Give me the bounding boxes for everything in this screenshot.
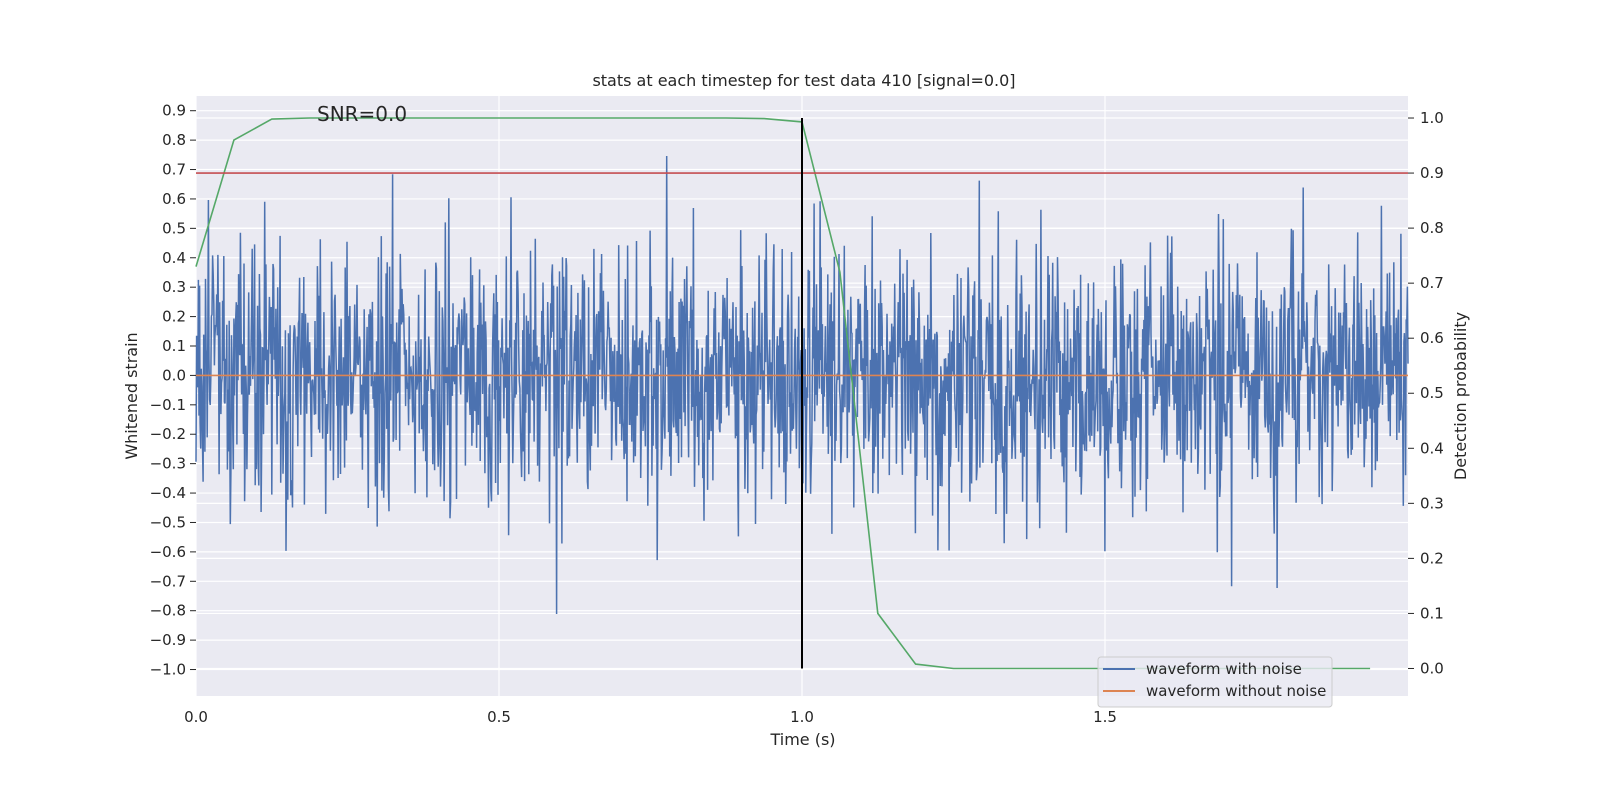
y2-tick-label: 0.2 [1420,549,1444,567]
y-tick-label: 0.7 [162,161,186,179]
legend: waveform with noise waveform without noi… [1097,656,1333,708]
x-tick-label: 1.5 [1093,708,1117,726]
y-tick-label: 0.1 [162,337,186,355]
y-tick-label: −0.7 [150,572,186,590]
y-tick-label: 0.9 [162,102,186,120]
legend-box [1097,656,1333,708]
y2-tick-label: 0.9 [1420,164,1444,182]
y-tick-label: −0.6 [150,543,186,561]
x-axis-label: Time (s) [769,730,835,749]
y-tick-label: −0.4 [150,484,186,502]
y-tick-label: 0.4 [162,249,186,267]
y2-axis-ticks: 1.0 0.9 0.8 0.7 0.6 0.5 0.4 0.3 0.2 0.1 0.0 [1408,109,1444,677]
x-tick-label: 0.5 [487,708,511,726]
y-tick-label: 0.0 [162,366,186,384]
y2-tick-label: 0.3 [1420,494,1444,512]
y-tick-label: 0.8 [162,131,186,149]
legend-label-clean: waveform without noise [1146,682,1326,700]
y2-axis-label: Detection probability [1451,312,1470,480]
x-tick-label: 1.0 [790,708,814,726]
y-tick-label: −1.0 [150,661,186,679]
chart-title: stats at each timestep for test data 410… [592,71,1015,90]
y2-tick-label: 0.1 [1420,604,1444,622]
legend-label-noise: waveform with noise [1146,660,1302,678]
y2-tick-label: 0.5 [1420,384,1444,402]
y2-tick-label: 0.0 [1420,659,1444,677]
x-tick-label: 0.0 [184,708,208,726]
x-axis-ticks: 0.0 0.5 1.0 1.5 [184,708,1117,726]
y-tick-label: −0.3 [150,455,186,473]
y-axis-label: Whitened strain [122,332,141,459]
y-tick-label: −0.8 [150,602,186,620]
y-axis-ticks: 0.9 0.8 0.7 0.6 0.5 0.4 0.3 0.2 0.1 0.0 −0.1 −0.2 −0… [150,102,196,679]
y-tick-label: 0.5 [162,219,186,237]
y-tick-label: 0.6 [162,190,186,208]
y-tick-label: −0.5 [150,513,186,531]
y2-tick-label: 0.4 [1420,439,1444,457]
y2-tick-label: 0.6 [1420,329,1444,347]
y-tick-label: −0.2 [150,425,186,443]
y-tick-label: 0.2 [162,308,186,326]
y-tick-label: 0.3 [162,278,186,296]
y-tick-label: −0.9 [150,631,186,649]
y2-tick-label: 1.0 [1420,109,1444,127]
y-tick-label: −0.1 [150,396,186,414]
y2-tick-label: 0.8 [1420,219,1444,237]
y2-tick-label: 0.7 [1420,274,1444,292]
snr-annotation: SNR=0.0 [317,102,407,126]
